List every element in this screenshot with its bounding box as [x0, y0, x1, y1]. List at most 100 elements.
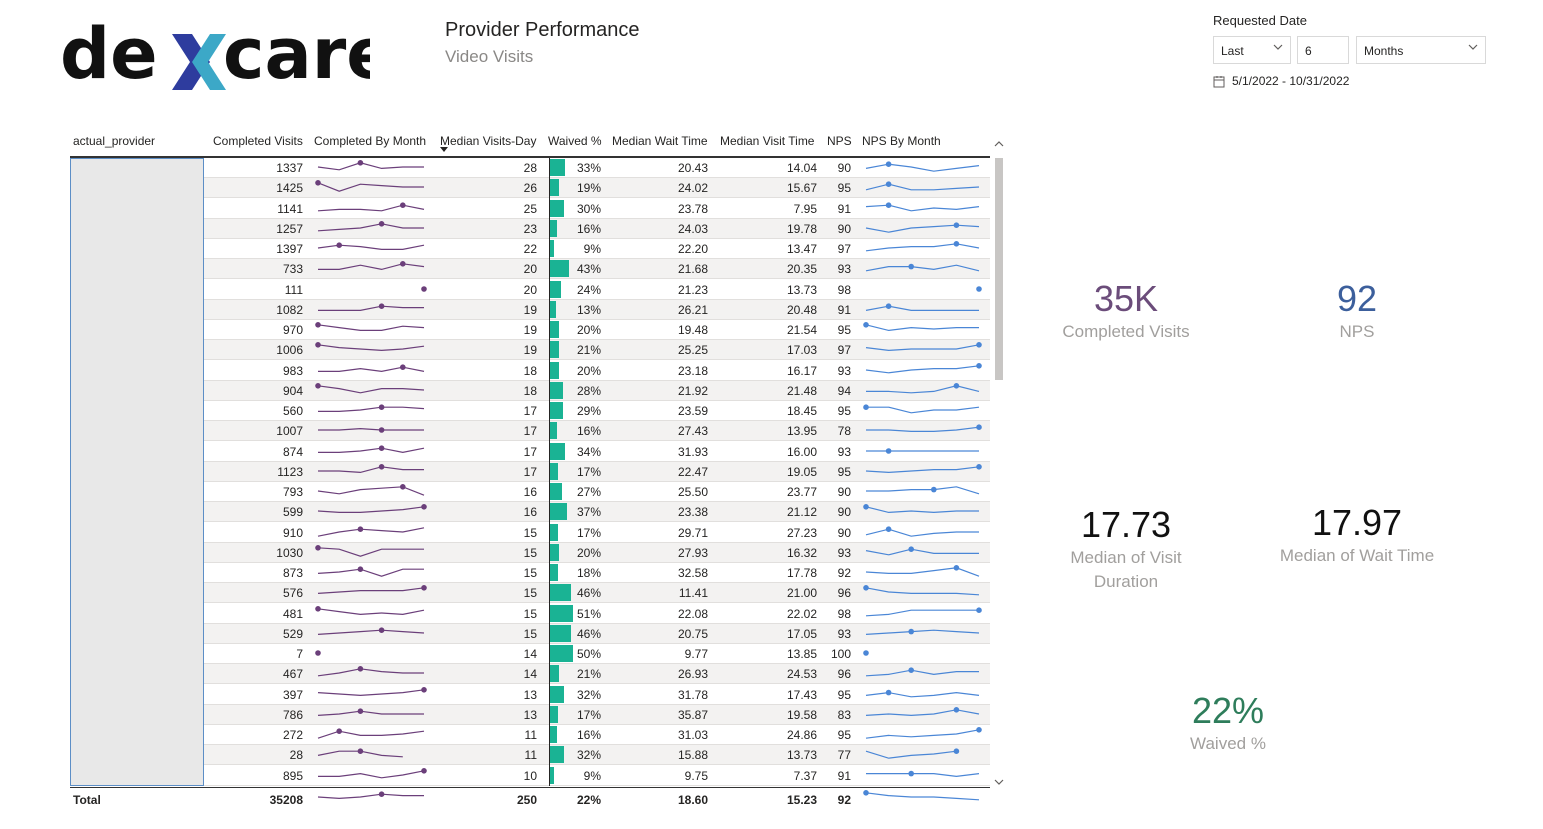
- table-row[interactable]: 272 11 16% 31.03 24.86 95: [70, 725, 990, 745]
- nps-cell: 95: [837, 728, 851, 742]
- table-row[interactable]: 7 14 50% 9.77 13.85 100: [70, 644, 990, 664]
- completed-visits-cell: 733: [282, 262, 303, 277]
- median-visits-day-cell: 11: [524, 748, 537, 763]
- table-row[interactable]: 786 13 17% 35.87 19.58 83: [70, 704, 990, 725]
- sparkline-point: [315, 342, 321, 348]
- table-row[interactable]: 467 14 21% 26.93 24.53 96: [70, 664, 990, 685]
- table-row[interactable]: 1030 15 20% 27.93 16.32 93: [70, 542, 990, 563]
- sparkline-path: [318, 447, 425, 453]
- waived-pct-cell: 50%: [576, 647, 601, 661]
- table-row[interactable]: 895 10 9% 9.75 7.37 91: [70, 766, 990, 786]
- table-row[interactable]: 397 13 32% 31.78 17.43 95: [70, 685, 990, 705]
- median-visit-time-cell: 19.78: [786, 221, 817, 236]
- waived-bar: [550, 341, 560, 359]
- median-visits-day-cell: 20: [523, 282, 537, 297]
- table-row[interactable]: 576 15 46% 11.41 21.00 96: [70, 583, 990, 604]
- table-row[interactable]: 1425 26 19% 24.02 15.67 95: [70, 178, 990, 199]
- completed-visits-cell: 1397: [276, 242, 303, 256]
- table-row[interactable]: 1397 22 9% 22.20 13.47 97: [70, 239, 990, 259]
- table-row[interactable]: 873 15 18% 32.58 17.78 92: [70, 563, 990, 583]
- median-visits-day-cell: 13: [523, 687, 537, 702]
- table-row[interactable]: 733 20 43% 21.68 20.35 93: [70, 259, 990, 280]
- waived-pct-cell: 16%: [576, 728, 601, 742]
- table-row[interactable]: 481 15 51% 22.08 22.02 98: [70, 604, 990, 624]
- nps-cell: 90: [837, 161, 851, 175]
- sparkline-point: [378, 444, 385, 451]
- table-row[interactable]: 1141 25 30% 23.78 7.95 91: [70, 199, 990, 219]
- sparkline: [317, 160, 424, 171]
- sparkline-point: [885, 689, 892, 695]
- chevron-down-icon: [1468, 44, 1478, 50]
- completed-visits-cell: 1030: [276, 545, 303, 560]
- table-row[interactable]: 910 15 17% 29.71 27.23 90: [70, 523, 990, 543]
- table-row[interactable]: 874 17 34% 31.93 16.00 93: [70, 442, 990, 462]
- period-count-input[interactable]: 6: [1297, 36, 1349, 64]
- median-wait-time-cell: 9.77: [684, 647, 708, 661]
- waived-pct-cell: 21%: [576, 667, 601, 682]
- col-completed-by-month[interactable]: Completed By Month: [314, 134, 427, 148]
- waived-bar: [550, 766, 555, 784]
- sparkline: [865, 161, 980, 172]
- waived-bar: [550, 705, 558, 723]
- col-median-visit-time[interactable]: Median Visit Time: [720, 134, 815, 148]
- table-row[interactable]: 793 16 27% 25.50 23.77 90: [70, 482, 990, 502]
- median-visit-time-cell: 17.43: [786, 687, 817, 702]
- sparkline: [317, 708, 424, 716]
- median-visits-day-cell: 15: [523, 525, 537, 540]
- sparkline-path: [318, 769, 425, 778]
- table-row[interactable]: 970 19 20% 19.48 21.54 95: [70, 320, 990, 340]
- waived-pct-cell: 16%: [576, 221, 601, 236]
- sparkline: [865, 727, 982, 739]
- table-row[interactable]: 1123 17 17% 22.47 19.05 95: [70, 461, 990, 482]
- median-visit-time-cell: 16.00: [786, 444, 817, 459]
- scroll-down-icon[interactable]: [994, 778, 1004, 786]
- completed-visits-cell: 111: [284, 282, 303, 297]
- completed-visits-cell: 970: [282, 323, 303, 337]
- median-wait-time-cell: 22.20: [677, 242, 708, 256]
- col-actual-provider[interactable]: actual_provider: [73, 134, 156, 148]
- period-unit-dropdown[interactable]: Months: [1356, 36, 1486, 64]
- waived-bar: [550, 442, 566, 460]
- median-wait-time-cell: 27.93: [677, 545, 708, 560]
- waived-pct-cell: 46%: [576, 586, 601, 601]
- completed-visits-cell: 904: [282, 383, 303, 398]
- sparkline-point: [976, 463, 982, 470]
- sparkline: [318, 444, 425, 453]
- table-row[interactable]: 904 18 28% 21.92 21.48 94: [70, 380, 990, 401]
- completed-visits-cell: 1123: [277, 464, 303, 479]
- table-scrollbar[interactable]: [993, 130, 1005, 790]
- col-nps-by-month[interactable]: NPS By Month: [862, 134, 941, 148]
- median-visits-day-cell: 25: [523, 201, 537, 216]
- completed-visits-cell: 1082: [276, 302, 303, 317]
- median-visit-time-cell: 24.86: [786, 728, 817, 742]
- col-nps[interactable]: NPS: [827, 134, 852, 148]
- table-row[interactable]: 599 16 37% 23.38 21.12 90: [70, 502, 990, 523]
- table-row[interactable]: 1006 19 21% 25.25 17.03 97: [70, 340, 990, 361]
- period-mode-dropdown[interactable]: Last: [1213, 36, 1291, 64]
- scroll-up-icon[interactable]: [994, 140, 1004, 148]
- waived-bar: [550, 604, 573, 622]
- scroll-thumb[interactable]: [995, 158, 1003, 380]
- median-visits-day-cell: 15: [523, 566, 537, 580]
- table-row[interactable]: 1257 23 16% 24.03 19.78 90: [70, 218, 990, 239]
- table-row[interactable]: 983 18 20% 23.18 16.17 93: [70, 361, 990, 381]
- nps-cell: 98: [837, 606, 851, 621]
- table-row[interactable]: 28 11 32% 15.88 13.73 77: [70, 745, 990, 766]
- median-visit-time-cell: 23.77: [786, 485, 817, 499]
- table-row[interactable]: 1007 17 16% 27.43 13.95 78: [70, 421, 990, 442]
- col-median-wait-time[interactable]: Median Wait Time: [612, 134, 708, 148]
- waived-pct-cell: 18%: [576, 566, 601, 580]
- col-completed-visits[interactable]: Completed Visits: [213, 134, 303, 148]
- sparkline-point: [953, 706, 960, 713]
- waived-bar: [550, 523, 558, 541]
- sparkline: [865, 362, 982, 373]
- provider-name-column-redacted[interactable]: [70, 158, 204, 786]
- waived-bar: [550, 483, 563, 500]
- col-median-visits-day[interactable]: Median Visits-Day: [440, 134, 537, 148]
- table-row[interactable]: 529 15 46% 20.75 17.05 93: [70, 623, 990, 644]
- table-row[interactable]: 111 20 24% 21.23 13.73 98: [70, 280, 990, 300]
- col-waived-pct[interactable]: Waived %: [548, 134, 602, 148]
- table-row[interactable]: 1337 28 33% 20.43 14.04 90: [70, 158, 990, 178]
- table-row[interactable]: 560 17 29% 23.59 18.45 95: [70, 401, 990, 421]
- table-row[interactable]: 1082 19 13% 26.21 20.48 91: [70, 299, 990, 320]
